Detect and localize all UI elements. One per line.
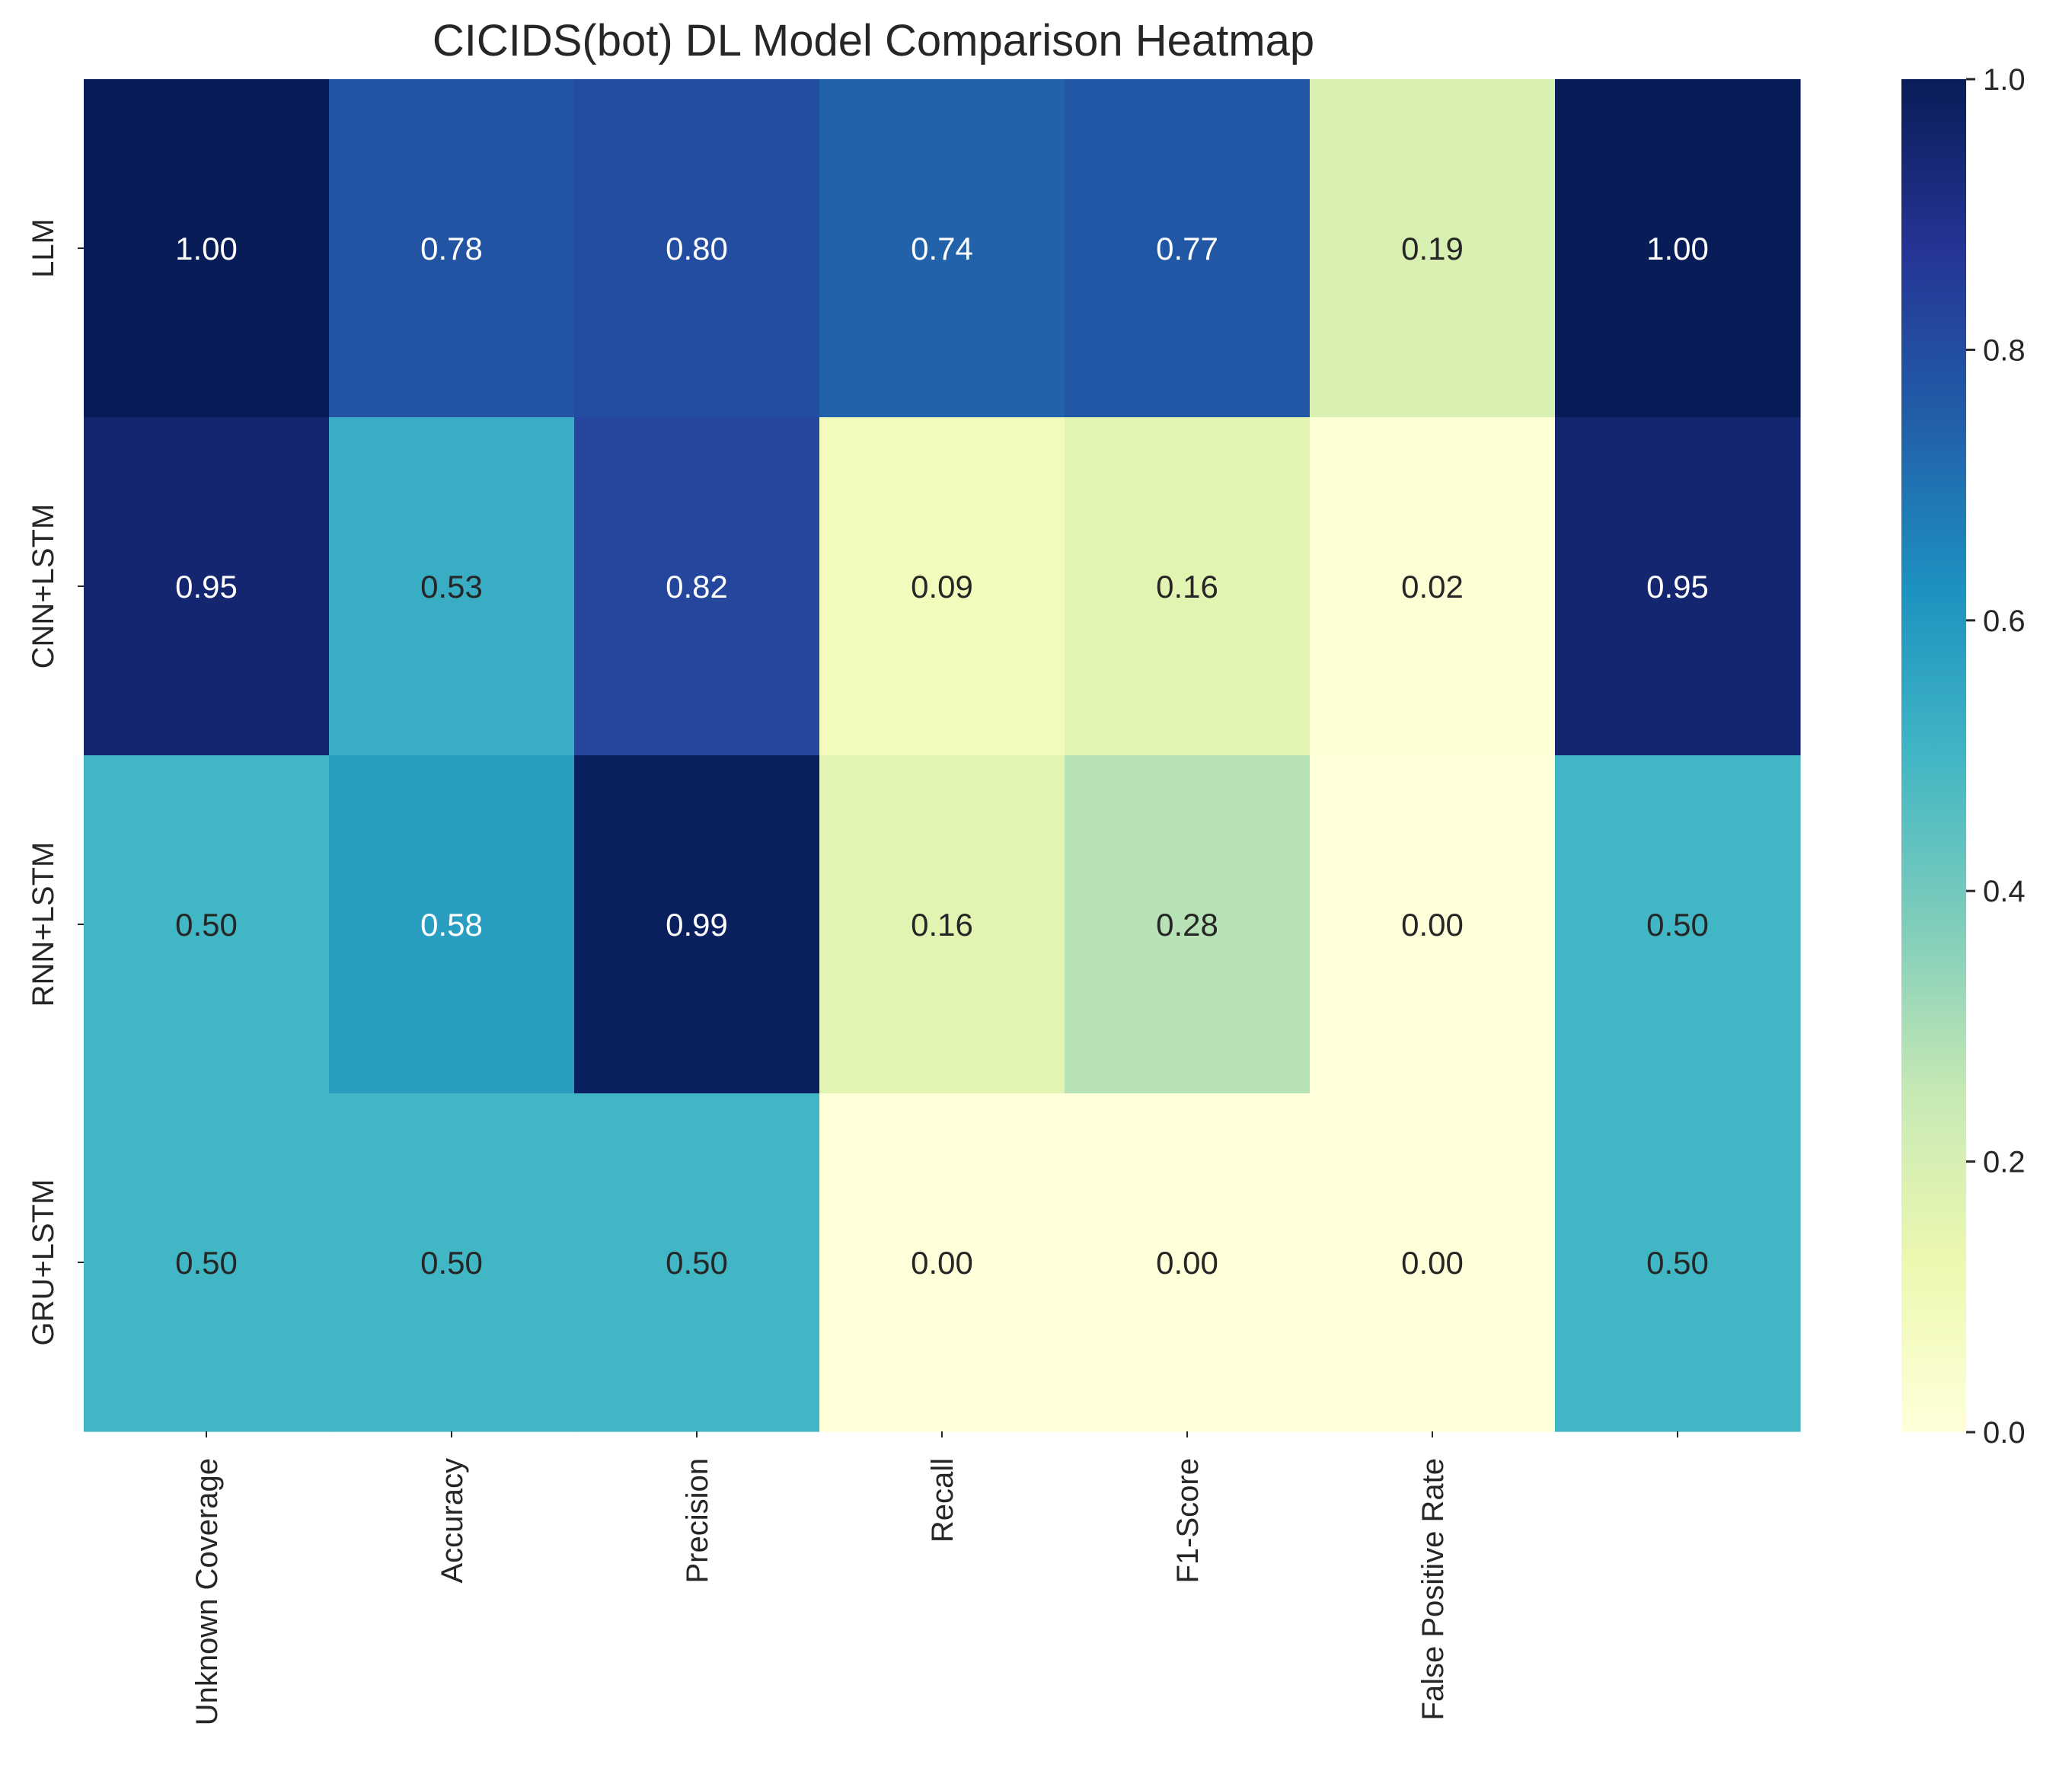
row-tick-label: GRU+LSTM bbox=[27, 1179, 60, 1346]
heatmap-cell bbox=[1065, 755, 1311, 1094]
colorbar-tick-label: 0.8 bbox=[1983, 333, 2026, 367]
cell-value-label: 0.77 bbox=[1156, 231, 1218, 266]
heatmap-cell bbox=[819, 755, 1065, 1094]
colorbar-tick-label: 0.4 bbox=[1983, 875, 2026, 908]
column-tick-label: Accuracy bbox=[436, 1458, 469, 1584]
colorbar-tick-label: 1.0 bbox=[1983, 63, 2026, 97]
cell-value-label: 0.50 bbox=[1646, 907, 1709, 943]
cell-value-label: 0.02 bbox=[1401, 569, 1464, 605]
heatmap-cell bbox=[574, 755, 820, 1094]
cell-value-label: 0.95 bbox=[1646, 569, 1709, 605]
cell-value-label: 0.80 bbox=[666, 231, 728, 266]
cell-value-label: 0.28 bbox=[1156, 907, 1218, 943]
colorbar-ticks: 0.0 0.2 0.4 0.6 0.8 1.0 bbox=[1966, 63, 2026, 1450]
row-tick-label: LLM bbox=[27, 219, 60, 278]
cell-value-label: 0.50 bbox=[1646, 1245, 1709, 1281]
heatmap-cell bbox=[84, 755, 330, 1094]
heatmap-cell bbox=[574, 79, 820, 418]
heatmap-cell bbox=[329, 79, 575, 418]
heatmap-cell bbox=[329, 417, 575, 756]
cell-value-label: 0.82 bbox=[666, 569, 728, 605]
heatmap-cell bbox=[1310, 417, 1556, 756]
heatmap-cell bbox=[1310, 755, 1556, 1094]
column-tick-label: False Positive Rate bbox=[1416, 1458, 1450, 1721]
column-tick-label: Precision bbox=[681, 1458, 714, 1584]
heatmap-cell bbox=[1065, 417, 1311, 756]
cell-value-label: 0.58 bbox=[420, 907, 483, 943]
column-tick-label: F1-Score bbox=[1171, 1458, 1205, 1584]
cell-value-label: 0.16 bbox=[1156, 569, 1218, 605]
heatmap-cell bbox=[1555, 1093, 1801, 1432]
cell-value-label: 0.53 bbox=[420, 569, 483, 605]
heatmap-cell bbox=[329, 1093, 575, 1432]
cell-value-label: 0.19 bbox=[1401, 231, 1464, 266]
column-tick-labels: Unknown Coverage Accuracy Precision Recall F… bbox=[190, 1431, 1678, 1725]
heatmap-cell bbox=[1555, 755, 1801, 1094]
cell-value-label: 1.00 bbox=[175, 231, 238, 266]
row-tick-labels: LLM CNN+LSTM RNN+LSTM GRU+LSTM bbox=[27, 219, 84, 1345]
cell-value-label: 0.00 bbox=[911, 1245, 973, 1281]
heatmap-cells bbox=[84, 79, 1801, 1432]
heatmap-cell bbox=[1310, 1093, 1556, 1432]
colorbar-gradient bbox=[1901, 79, 1966, 1432]
cell-value-label: 1.00 bbox=[1646, 231, 1709, 266]
heatmap-cell bbox=[1065, 79, 1311, 418]
heatmap-cell bbox=[1065, 1093, 1311, 1432]
cell-value-label: 0.50 bbox=[666, 1245, 728, 1281]
colorbar-tick-label: 0.6 bbox=[1983, 605, 2026, 638]
colorbar-tick-label: 0.2 bbox=[1983, 1146, 2026, 1179]
cell-value-label: 0.00 bbox=[1401, 907, 1464, 943]
cell-value-label: 0.00 bbox=[1401, 1245, 1464, 1281]
cell-value-label: 0.50 bbox=[175, 907, 238, 943]
heatmap-cell bbox=[1555, 79, 1801, 418]
chart-title: CICIDS(bot) DL Model Comparison Heatmap bbox=[433, 16, 1314, 65]
cell-value-label: 0.16 bbox=[911, 907, 973, 943]
cell-value-label: 0.78 bbox=[420, 231, 483, 266]
cell-value-label: 0.00 bbox=[1156, 1245, 1218, 1281]
cell-value-label: 0.09 bbox=[911, 569, 973, 605]
column-tick-label: Unknown Coverage bbox=[190, 1458, 224, 1725]
heatmap-cell bbox=[84, 1093, 330, 1432]
heatmap-cell bbox=[574, 1093, 820, 1432]
heatmap-cell bbox=[819, 417, 1065, 756]
cell-value-label: 0.74 bbox=[911, 231, 973, 266]
heatmap-cell bbox=[819, 79, 1065, 418]
heatmap-cell bbox=[1310, 79, 1556, 418]
heatmap-cell bbox=[1555, 417, 1801, 756]
column-tick-label: Recall bbox=[926, 1458, 959, 1543]
colorbar: 0.0 0.2 0.4 0.6 0.8 1.0 bbox=[1901, 63, 2026, 1450]
heatmap-cell bbox=[84, 79, 330, 418]
cell-value-label: 0.99 bbox=[666, 907, 728, 943]
cell-value-label: 0.95 bbox=[175, 569, 238, 605]
cell-value-label: 0.50 bbox=[420, 1245, 483, 1281]
heatmap-cell-labels: 1.00 0.78 0.80 0.74 0.77 0.19 1.00 0.95 0.53 0.82… bbox=[175, 231, 1709, 1281]
cell-value-label: 0.50 bbox=[175, 1245, 238, 1281]
heatmap-cell bbox=[574, 417, 820, 756]
row-tick-label: CNN+LSTM bbox=[27, 504, 60, 669]
heatmap-cell bbox=[329, 755, 575, 1094]
heatmap-cell bbox=[84, 417, 330, 756]
heatmap-cell bbox=[819, 1093, 1065, 1432]
colorbar-tick-label: 0.0 bbox=[1983, 1416, 2026, 1450]
row-tick-label: RNN+LSTM bbox=[27, 842, 60, 1007]
